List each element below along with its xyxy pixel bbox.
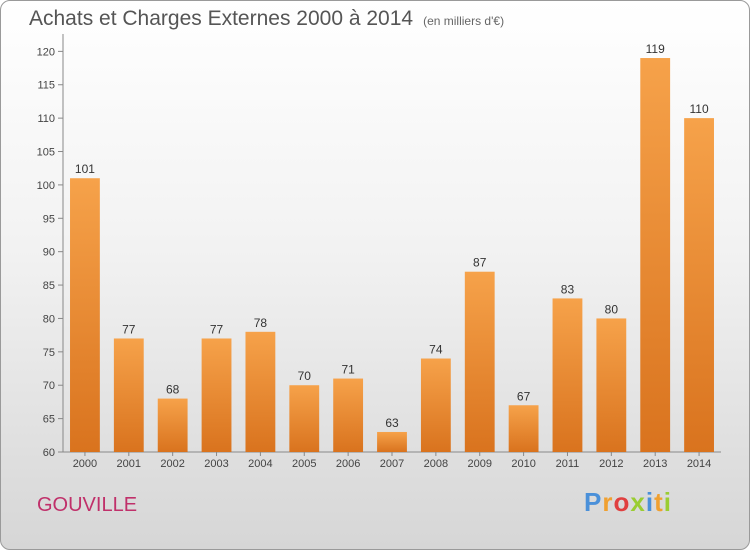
x-tick-label: 2011 <box>556 458 580 470</box>
logo-letter: o <box>613 487 631 517</box>
x-tick-label: 2004 <box>248 458 272 470</box>
bar <box>508 405 539 452</box>
town-name: GOUVILLE <box>37 494 138 516</box>
y-tick-label: 110 <box>37 113 55 125</box>
x-tick-label: 2012 <box>599 458 623 470</box>
data-label: 68 <box>166 383 180 397</box>
logo-letter: i <box>645 487 655 517</box>
y-tick-label: 90 <box>43 247 55 259</box>
y-tick-label: 65 <box>43 414 55 426</box>
logo-letter: r <box>602 487 614 517</box>
x-tick-label: 2005 <box>292 458 316 470</box>
y-tick-label: 80 <box>43 313 55 325</box>
data-label: 63 <box>385 416 399 430</box>
y-tick-label: 105 <box>37 147 55 159</box>
data-label: 119 <box>646 42 665 56</box>
x-tick-label: 2006 <box>336 458 360 470</box>
chart-title: Achats et Charges Externes 2000 à 2014 (e… <box>29 7 504 31</box>
y-tick-label: 75 <box>43 347 55 359</box>
bar <box>377 431 407 452</box>
x-tick-label: 2009 <box>467 458 491 470</box>
x-tick-label: 2014 <box>687 458 711 470</box>
bar <box>289 385 320 452</box>
data-label: 78 <box>254 316 268 330</box>
data-label: 67 <box>517 389 531 403</box>
y-tick-label: 60 <box>43 447 55 459</box>
x-tick-label: 2010 <box>511 458 535 470</box>
y-tick-label: 115 <box>37 80 55 92</box>
data-label: 110 <box>689 102 708 116</box>
x-tick-label: 2002 <box>160 458 184 470</box>
chart-title-text: Achats et Charges Externes 2000 à 2014 <box>29 7 414 30</box>
bar <box>201 338 232 452</box>
data-label: 77 <box>122 322 136 336</box>
bar <box>596 318 627 452</box>
proxiti-logo: Proxiti <box>584 487 672 518</box>
bar <box>420 358 451 452</box>
bar <box>157 398 188 452</box>
data-label: 74 <box>429 343 443 357</box>
chart-subtitle: (en milliers d'€) <box>423 14 505 28</box>
bar <box>640 58 671 452</box>
bar <box>464 271 495 452</box>
bar <box>113 338 144 452</box>
y-tick-label: 120 <box>37 46 55 58</box>
data-label: 101 <box>75 162 95 176</box>
x-tick-label: 2001 <box>117 458 141 470</box>
y-tick-label: 100 <box>37 180 55 192</box>
y-tick-label: 85 <box>43 280 55 292</box>
x-tick-label: 2008 <box>424 458 448 470</box>
logo-letter: i <box>663 487 672 517</box>
x-tick-label: 2003 <box>204 458 228 470</box>
logo-letter: x <box>630 487 646 517</box>
bar <box>684 118 714 453</box>
logo-letter: t <box>654 487 664 517</box>
y-tick-label: 70 <box>43 380 55 392</box>
data-label: 70 <box>298 369 312 383</box>
x-tick-label: 2000 <box>73 458 97 470</box>
bar <box>70 178 100 452</box>
data-label: 77 <box>210 322 224 336</box>
logo-letter: P <box>584 487 603 517</box>
data-label: 80 <box>605 302 619 316</box>
data-label: 83 <box>561 282 575 296</box>
bar <box>333 378 364 452</box>
bar <box>552 298 583 452</box>
data-label: 71 <box>341 363 355 377</box>
x-tick-label: 2007 <box>380 458 404 470</box>
data-label: 87 <box>473 256 487 270</box>
y-tick-label: 95 <box>43 213 55 225</box>
bar <box>245 331 276 452</box>
x-tick-label: 2013 <box>643 458 667 470</box>
